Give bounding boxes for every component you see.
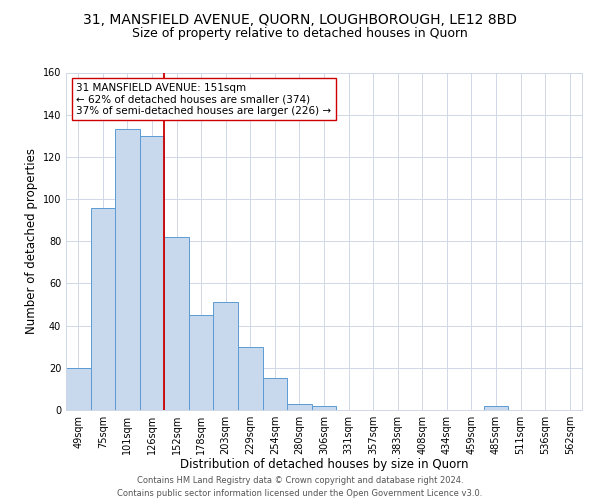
Bar (115, 130, 140, 410)
Bar (189, 315, 214, 410)
Bar (484, 406, 508, 410)
Bar (214, 302, 238, 410)
Bar (164, 237, 189, 410)
Text: Size of property relative to detached houses in Quorn: Size of property relative to detached ho… (132, 28, 468, 40)
Bar (91, 208, 115, 410)
Bar (66, 368, 91, 410)
Bar (263, 378, 287, 410)
Y-axis label: Number of detached properties: Number of detached properties (25, 148, 38, 334)
Bar (140, 136, 164, 410)
Bar (287, 404, 312, 410)
Bar (238, 346, 263, 410)
Bar (312, 406, 336, 410)
X-axis label: Distribution of detached houses by size in Quorn: Distribution of detached houses by size … (180, 458, 468, 471)
Text: Contains HM Land Registry data © Crown copyright and database right 2024.
Contai: Contains HM Land Registry data © Crown c… (118, 476, 482, 498)
Text: 31 MANSFIELD AVENUE: 151sqm
← 62% of detached houses are smaller (374)
37% of se: 31 MANSFIELD AVENUE: 151sqm ← 62% of det… (76, 82, 331, 116)
Text: 31, MANSFIELD AVENUE, QUORN, LOUGHBOROUGH, LE12 8BD: 31, MANSFIELD AVENUE, QUORN, LOUGHBOROUG… (83, 12, 517, 26)
